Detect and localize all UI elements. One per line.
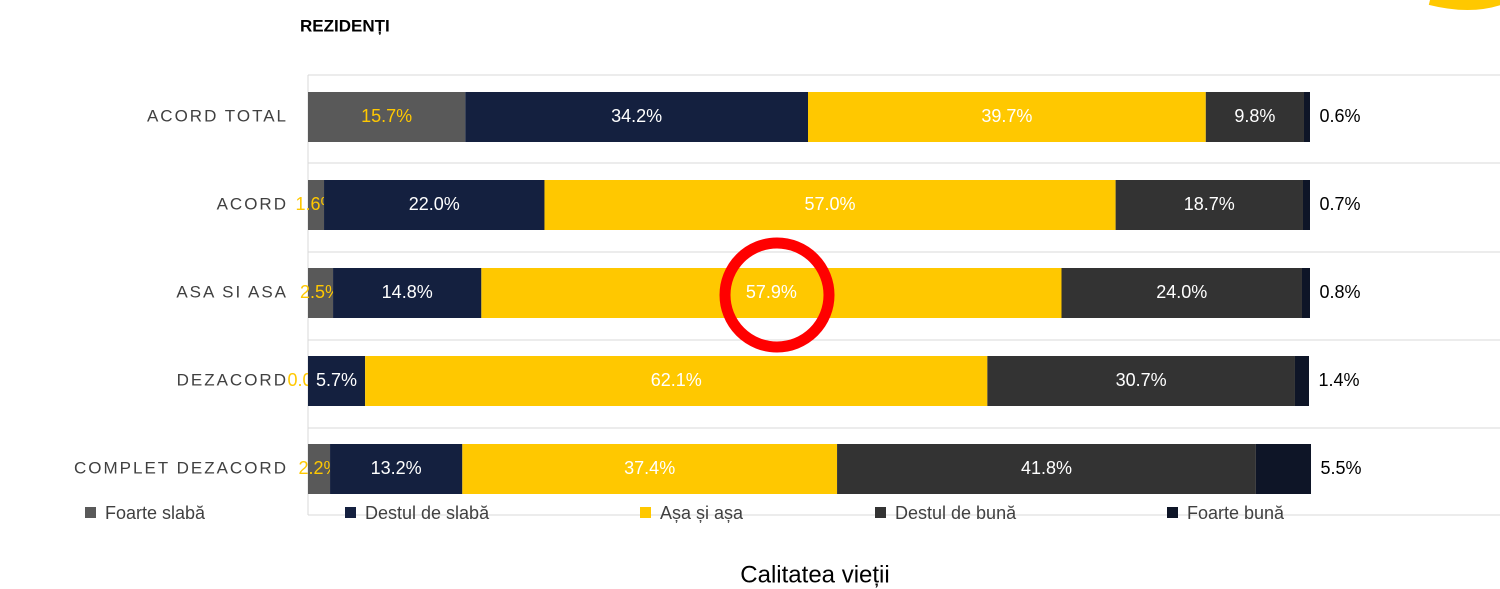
legend-label: Destul de bună bbox=[895, 503, 1017, 523]
legend-label: Foarte bună bbox=[1187, 503, 1285, 523]
value-label: 24.0% bbox=[1156, 282, 1207, 302]
bar-segment bbox=[1295, 356, 1309, 406]
chart-title: REZIDENȚI bbox=[300, 16, 390, 35]
bar-segment bbox=[1304, 92, 1310, 142]
bar-segment bbox=[1256, 444, 1311, 494]
value-label: 37.4% bbox=[624, 458, 675, 478]
value-label: 62.1% bbox=[651, 370, 702, 390]
category-label: ASA SI ASA bbox=[176, 282, 288, 301]
value-label: 30.7% bbox=[1116, 370, 1167, 390]
value-label: 13.2% bbox=[371, 458, 422, 478]
legend-swatch bbox=[85, 507, 96, 518]
value-label: 22.0% bbox=[409, 194, 460, 214]
bar-segment bbox=[1303, 180, 1310, 230]
value-label: 0.8% bbox=[1319, 282, 1360, 302]
value-label: 1.4% bbox=[1318, 370, 1359, 390]
legend-label: Așa și așa bbox=[660, 503, 744, 523]
value-label: 5.5% bbox=[1320, 458, 1361, 478]
value-label: 5.7% bbox=[316, 370, 357, 390]
legend-swatch bbox=[345, 507, 356, 518]
value-label: 9.8% bbox=[1234, 106, 1275, 126]
bar-segment bbox=[1302, 268, 1310, 318]
category-label: ACORD bbox=[217, 194, 288, 213]
value-label: 39.7% bbox=[981, 106, 1032, 126]
value-label: 18.7% bbox=[1184, 194, 1235, 214]
corner-decoration bbox=[1430, 0, 1500, 5]
legend-label: Foarte slabă bbox=[105, 503, 206, 523]
value-label: 34.2% bbox=[611, 106, 662, 126]
legend-swatch bbox=[875, 507, 886, 518]
value-label: 0.7% bbox=[1319, 194, 1360, 214]
value-label: 57.0% bbox=[805, 194, 856, 214]
value-label: 57.9% bbox=[746, 282, 797, 302]
chart: REZIDENȚI Calitatea vieții ACORD TOTAL 15… bbox=[0, 0, 1500, 589]
category-label: DEZACORD bbox=[177, 370, 288, 389]
legend-swatch bbox=[1167, 507, 1178, 518]
legend-label: Destul de slabă bbox=[365, 503, 490, 523]
x-axis-title: Calitatea vieții bbox=[740, 561, 889, 588]
legend-swatch bbox=[640, 507, 651, 518]
value-label: 41.8% bbox=[1021, 458, 1072, 478]
category-label: ACORD TOTAL bbox=[147, 106, 288, 125]
value-label: 0.6% bbox=[1319, 106, 1360, 126]
category-label: COMPLET DEZACORD bbox=[74, 458, 288, 477]
value-label: 15.7% bbox=[361, 106, 412, 126]
value-label: 14.8% bbox=[382, 282, 433, 302]
